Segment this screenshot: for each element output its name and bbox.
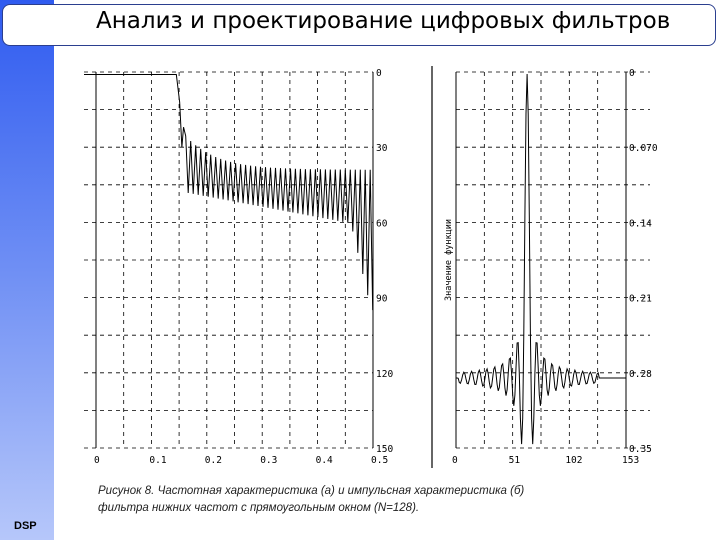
frequency-response-grid bbox=[84, 71, 374, 449]
impulse-response-y-tick: 0.28 bbox=[629, 369, 652, 380]
impulse-response-y-tick: 0.35 bbox=[629, 444, 652, 455]
footer-label: DSP bbox=[14, 520, 37, 532]
frequency-response-curve bbox=[84, 74, 374, 311]
frequency-response-x-tick: 0.3 bbox=[260, 455, 277, 466]
charts-canvas: 0 0.1 0.2 0.3 0.4 0.5 0 30 60 90 120 150 0 51 102 153… bbox=[84, 66, 658, 468]
impulse-response-x-tick: 153 bbox=[622, 455, 639, 466]
impulse-response-x-tick: 0 bbox=[452, 455, 458, 466]
impulse-response-chart: 0 51 102 153 0 0.070 0.14 0.21 0.28 0.35 Значени… bbox=[444, 68, 658, 466]
impulse-response-y-tick: 0.21 bbox=[629, 294, 652, 305]
impulse-response-x-tick: 102 bbox=[565, 455, 582, 466]
impulse-response-grid bbox=[455, 71, 650, 449]
impulse-response-y-label: Значение функции bbox=[444, 219, 454, 301]
frequency-response-x-tick: 0.5 bbox=[371, 455, 388, 466]
slide-title: Анализ и проектирование цифровых фильтро… bbox=[96, 8, 671, 34]
impulse-response-y-tick: 0.14 bbox=[629, 218, 652, 229]
frequency-response-y-tick: 90 bbox=[376, 294, 388, 305]
frequency-response-y-ticks: 0 30 60 90 120 150 bbox=[376, 68, 393, 455]
impulse-response-y-ticks: 0 0.070 0.14 0.21 0.28 0.35 bbox=[629, 68, 658, 455]
impulse-response-curve bbox=[456, 73, 626, 445]
caption-line-2: фильтра нижних частот с прямоугольным ок… bbox=[98, 502, 420, 514]
impulse-response-x-ticks: 0 51 102 153 bbox=[452, 455, 639, 466]
impulse-response-x-tick: 51 bbox=[509, 455, 521, 466]
frequency-response-y-tick: 0 bbox=[376, 68, 382, 79]
frequency-response-y-tick: 60 bbox=[376, 218, 388, 229]
frequency-response-x-tick: 0.2 bbox=[205, 455, 222, 466]
impulse-response-y-tick: 0 bbox=[629, 68, 635, 79]
frequency-response-x-tick: 0.4 bbox=[316, 455, 333, 466]
figure-caption: Рисунок 8. Частотная характеристика (а) … bbox=[98, 483, 658, 517]
impulse-response-y-tick: 0.070 bbox=[629, 143, 658, 154]
frequency-response-x-tick: 0 bbox=[94, 455, 100, 466]
frequency-response-chart: 0 0.1 0.2 0.3 0.4 0.5 0 30 60 90 120 150 bbox=[84, 68, 393, 466]
frequency-response-x-ticks: 0 0.1 0.2 0.3 0.4 0.5 bbox=[94, 455, 388, 466]
caption-line-1: Рисунок 8. Частотная характеристика (а) … bbox=[98, 485, 525, 497]
frequency-response-y-tick: 150 bbox=[376, 444, 393, 455]
frequency-response-x-tick: 0.1 bbox=[149, 455, 166, 466]
frequency-response-y-tick: 120 bbox=[376, 369, 393, 380]
slide-sidebar bbox=[0, 0, 54, 540]
frequency-response-y-tick: 30 bbox=[376, 143, 388, 154]
title-box bbox=[2, 4, 716, 46]
